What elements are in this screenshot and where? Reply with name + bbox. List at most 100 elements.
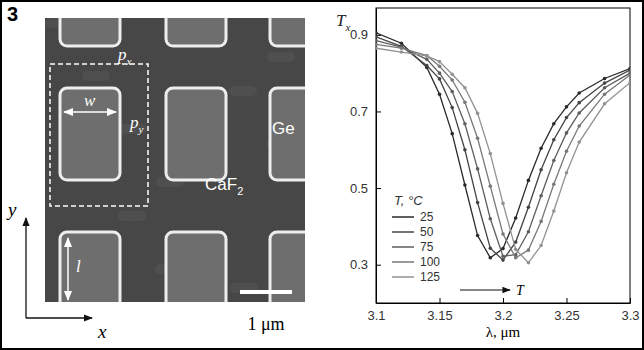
y-tick-mark <box>376 111 381 112</box>
series-point <box>438 64 442 68</box>
legend-label: 100 <box>420 255 440 269</box>
y-tick: 0.5 <box>350 181 381 196</box>
series-point <box>577 91 581 95</box>
series-point <box>450 90 454 94</box>
series-point <box>476 136 480 140</box>
y-tick: 0.9 <box>350 27 381 42</box>
series-line <box>376 44 630 257</box>
legend-label: 25 <box>420 210 434 224</box>
x-axis: 3.13.153.23.253.3 <box>367 298 639 323</box>
series-point <box>476 234 480 238</box>
series-point <box>577 101 581 105</box>
ge-block <box>60 18 120 46</box>
series-point <box>476 167 480 171</box>
sem-image <box>45 18 305 302</box>
series-point <box>603 86 607 90</box>
label-py-sub: y <box>138 123 144 135</box>
series-point <box>539 220 543 224</box>
legend-label: 50 <box>420 225 434 239</box>
series-point <box>376 31 378 35</box>
x-axis-line <box>377 303 631 304</box>
series-point <box>489 246 493 250</box>
series-point <box>527 261 531 265</box>
series-point <box>565 116 569 120</box>
series-point <box>463 86 467 90</box>
y-tick-label: 0.7 <box>350 104 368 119</box>
series-point <box>552 182 556 186</box>
legend-swatch <box>392 246 414 248</box>
label-l-main: l <box>76 257 81 276</box>
legend-swatch <box>392 261 414 263</box>
y-tick-mark <box>376 188 381 189</box>
ge-block <box>60 88 120 180</box>
label-py-main: p <box>129 113 139 132</box>
sem-texture <box>229 86 257 96</box>
series-point <box>628 68 630 72</box>
series-point <box>501 258 505 262</box>
series-point <box>400 46 404 50</box>
figure-frame <box>1 1 643 349</box>
x-tick-mark <box>503 298 504 303</box>
series-point <box>376 43 378 47</box>
series-point <box>438 60 442 64</box>
series-point <box>450 132 454 136</box>
ge-block <box>270 88 305 180</box>
ge-block <box>270 18 305 46</box>
series-point <box>425 58 429 62</box>
series-point <box>501 232 505 236</box>
series-point <box>565 171 569 175</box>
series-point <box>539 244 543 248</box>
series-point <box>527 230 531 234</box>
series-point <box>438 71 442 75</box>
x-axis-title: λ, μm <box>486 324 521 340</box>
x-tick: 3.15 <box>427 298 452 323</box>
series-point <box>450 106 454 110</box>
series-point <box>463 183 467 187</box>
label-py: py <box>129 113 144 135</box>
series-point <box>527 248 531 252</box>
series-point <box>527 179 531 183</box>
x-tick-label: 3.1 <box>367 308 385 323</box>
series-point <box>425 54 429 58</box>
y-tick-label: 0.9 <box>350 27 368 42</box>
series-point <box>603 92 607 96</box>
series-line <box>376 41 630 257</box>
series-point <box>501 254 505 258</box>
annotation-text: T <box>516 283 525 298</box>
y-tick: 0.3 <box>350 257 381 272</box>
series-point <box>527 205 531 209</box>
series-point <box>577 111 581 115</box>
legend-title: T, °C <box>394 193 423 208</box>
series-point <box>463 148 467 152</box>
series-point <box>565 131 569 135</box>
series-point <box>514 248 518 252</box>
series-point <box>489 184 493 188</box>
legend-swatch <box>392 231 414 233</box>
x-tick-label: 3.15 <box>427 308 452 323</box>
series-point <box>539 168 543 172</box>
series-point <box>400 41 404 45</box>
series-point <box>489 152 493 156</box>
series-point <box>628 73 630 77</box>
label-px: px <box>117 45 132 67</box>
legend: T, °C255075100125 <box>392 193 440 284</box>
x-tick-mark <box>567 298 568 303</box>
w-arrow <box>64 111 116 113</box>
figure-label: 3 <box>7 3 18 25</box>
label-w: w <box>84 91 96 110</box>
series-point <box>376 46 378 50</box>
series-point <box>376 35 378 39</box>
series-point <box>603 81 607 85</box>
y-axis: 0.3 0.5 0.7 0.9 <box>350 9 381 304</box>
y-tick-mark <box>376 265 381 266</box>
label-caf2-main: CaF <box>205 175 237 194</box>
unit-cell <box>50 64 148 206</box>
legend-label: 75 <box>420 240 434 254</box>
scale-bar-label: 1 μm <box>247 314 284 334</box>
l-arrow <box>67 238 69 300</box>
series-point <box>400 50 404 54</box>
series-point <box>552 138 556 142</box>
series-point <box>489 256 493 260</box>
series-point <box>603 77 607 81</box>
series-point <box>577 124 581 128</box>
